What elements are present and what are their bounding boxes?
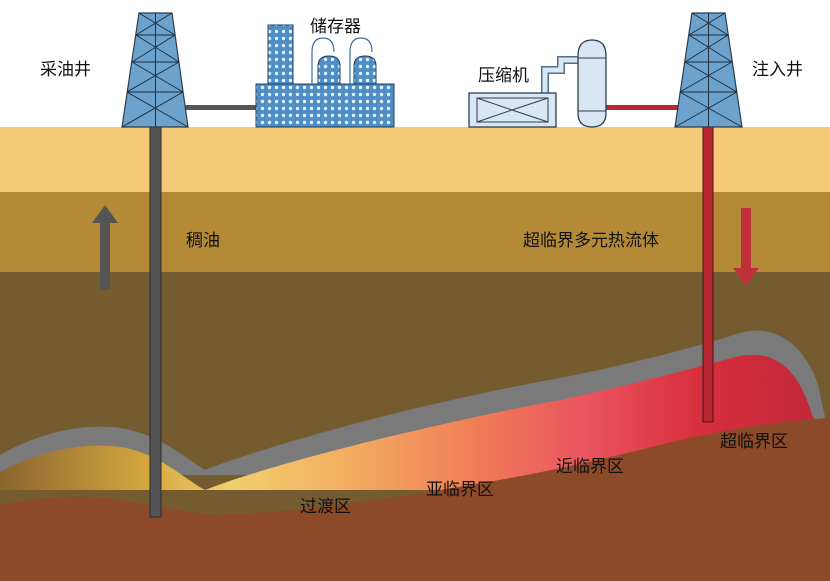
compressor-unit <box>468 39 607 128</box>
storage-label: 储存器 <box>310 17 361 37</box>
compressor-label: 压缩机 <box>478 66 529 86</box>
near-critical-zone-label: 近临界区 <box>556 457 624 477</box>
production-well-label: 采油井 <box>40 60 91 80</box>
production-connector-pipe <box>185 105 257 110</box>
injection-well-label: 注入井 <box>752 60 803 80</box>
supercritical-zone-label: 超临界区 <box>720 432 788 452</box>
injection-derrick <box>674 12 743 128</box>
injection-connector-pipe <box>602 105 680 110</box>
transition-zone-label: 过渡区 <box>300 497 351 517</box>
injection-well-pipe <box>702 116 714 423</box>
fluid-label: 超临界多元热流体 <box>523 231 659 251</box>
heavy-oil-up-arrow <box>92 205 118 290</box>
storage-facility <box>255 24 395 128</box>
subcritical-zone-label: 亚临界区 <box>426 480 494 500</box>
surface-layer <box>0 127 830 192</box>
middle-layer <box>0 192 830 272</box>
production-derrick <box>121 12 189 128</box>
bedrock <box>0 418 830 581</box>
fluid-down-arrow <box>733 208 759 286</box>
production-well-pipe <box>149 116 162 518</box>
heavy-oil-label: 稠油 <box>186 231 220 251</box>
